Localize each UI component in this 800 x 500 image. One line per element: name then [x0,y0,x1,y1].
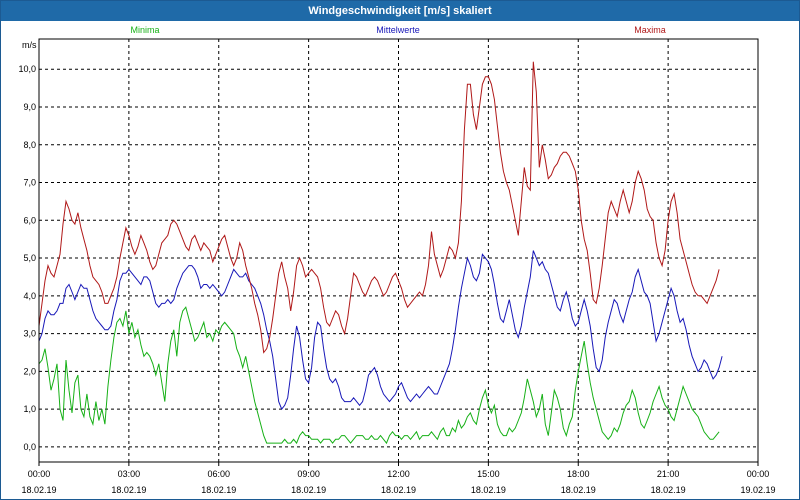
y-tick-label: 4,0 [23,291,36,301]
x-tick-date-label: 19.02.19 [740,485,775,495]
x-tick-date-label: 18.02.19 [111,485,146,495]
series-line-maxima [38,61,720,354]
y-tick-label: 7,0 [23,178,36,188]
series-line-mittelwerte [38,250,723,411]
plot-area-border [38,38,759,463]
x-tick-date-label: 18.02.19 [651,485,686,495]
legend-maxima: Maxima [634,25,666,35]
x-tick-time-label: 21:00 [657,469,680,479]
x-tick-time-label: 15:00 [477,469,500,479]
y-tick-label: 2,0 [23,366,36,376]
x-tick-time-label: 03:00 [118,469,141,479]
x-tick-time-label: 12:00 [387,469,410,479]
y-axis-unit-label: m/s [22,40,37,50]
x-tick-time-label: 09:00 [297,469,320,479]
y-tick-label: 9,0 [23,102,36,112]
y-tick-label: 5,0 [23,253,36,263]
x-tick-date-label: 18.02.19 [291,485,326,495]
y-tick-label: 6,0 [23,215,36,225]
x-tick-time-label: 18:00 [567,469,590,479]
y-tick-label: 3,0 [23,329,36,339]
series-line-minima [38,306,720,445]
x-tick-time-label: 00:00 [28,469,51,479]
legend-mittelwerte: Mittelwerte [376,25,420,35]
window-title: Windgeschwindigkeit [m/s] skaliert [1,1,799,21]
y-tick-label: 0,0 [23,442,36,452]
y-tick-label: 8,0 [23,140,36,150]
x-tick-date-label: 18.02.19 [381,485,416,495]
x-tick-date-label: 18.02.19 [201,485,236,495]
x-tick-time-label: 06:00 [207,469,230,479]
x-tick-date-label: 18.02.19 [471,485,506,495]
y-tick-label: 1,0 [23,404,36,414]
x-tick-date-label: 18.02.19 [561,485,596,495]
legend-minima: Minima [130,25,159,35]
y-tick-label: 10,0 [18,64,36,74]
x-tick-date-label: 18.02.19 [21,485,56,495]
x-tick-time-label: 00:00 [747,469,770,479]
